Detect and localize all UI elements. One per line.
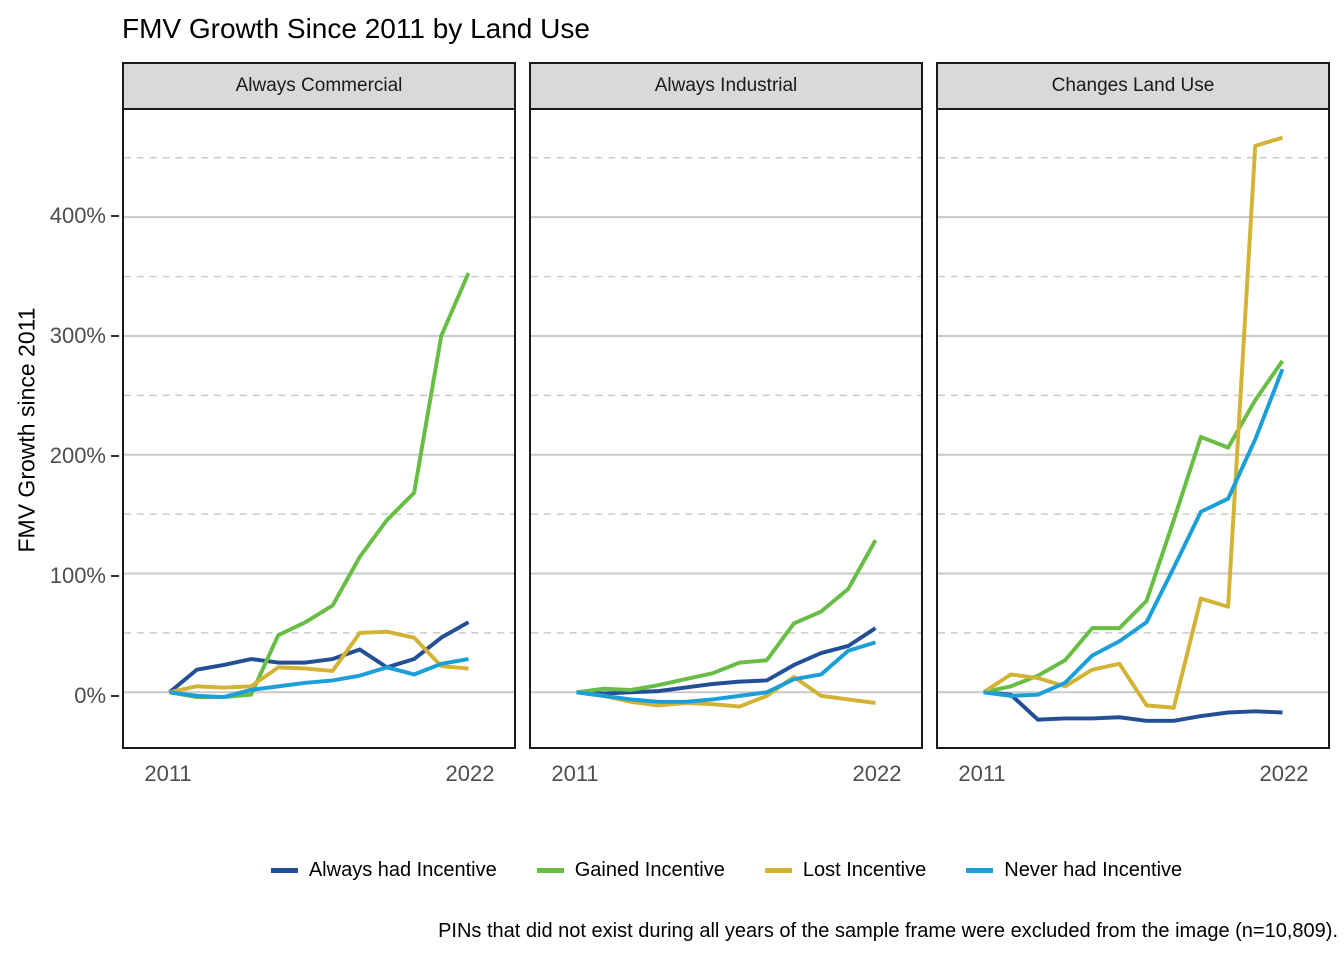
facet-grid: Always Commercial 2011 2022 Always Indus… [122, 62, 1331, 793]
y-tick-label-100: 100% [49, 563, 106, 588]
y-tick-label-400: 400% [49, 203, 106, 228]
y-tick-mark [111, 335, 119, 337]
legend-item-label: Never had Incentive [1004, 858, 1183, 881]
legend-key-line-cyan [966, 867, 994, 873]
caption: PINs that did not exist during all years… [438, 920, 1338, 942]
page-title: FMV Growth Since 2011 by Land Use [122, 13, 590, 44]
x-axis: 2011 2022 [529, 749, 923, 793]
chart-panel-always-commercial [122, 110, 516, 749]
y-tick-label-200: 200% [49, 443, 106, 468]
chart-panel-changes-land-use [936, 110, 1330, 749]
facet-strip-label: Always Commercial [122, 62, 516, 110]
facet-changes-land-use: Changes Land Use 2011 2022 [936, 62, 1330, 793]
x-axis: 2011 2022 [936, 749, 1330, 793]
facet-always-industrial: Always Industrial 2011 2022 [529, 62, 923, 793]
legend-item-label: Lost Incentive [802, 858, 927, 881]
legend: Always had Incentive Gained Incentive Lo… [122, 854, 1331, 886]
x-tick-label-2022: 2022 [445, 761, 495, 786]
y-tick-mark [111, 575, 119, 577]
x-axis: 2011 2022 [122, 749, 516, 793]
legend-item-never-had-incentive: Never had Incentive [966, 859, 1182, 882]
legend-item-always-had-incentive: Always had Incentive [270, 858, 497, 882]
legend-item-lost-incentive: Lost Incentive [764, 858, 927, 882]
y-tick-label-0: 0% [74, 683, 106, 708]
x-tick-label-2011: 2011 [144, 761, 192, 786]
x-tick-label-2022: 2022 [852, 761, 902, 786]
y-axis: 0% 100% 200% 300% 400% [0, 0, 122, 960]
x-tick-label-2011: 2011 [958, 761, 1006, 786]
legend-item-label: Always had Incentive [308, 858, 497, 881]
facet-always-commercial: Always Commercial 2011 2022 [122, 62, 516, 793]
x-tick-label-2022: 2022 [1259, 761, 1309, 786]
legend-key-line-navy [270, 867, 298, 873]
y-tick-mark [111, 455, 119, 457]
y-tick-mark [111, 695, 119, 697]
facet-strip-label: Changes Land Use [936, 62, 1330, 110]
y-tick-label-300: 300% [49, 323, 106, 348]
y-tick-mark [111, 215, 119, 217]
legend-key-line-green [536, 867, 564, 873]
legend-item-label: Gained Incentive [574, 858, 725, 881]
facet-strip-label: Always Industrial [529, 62, 923, 110]
x-tick-label-2011: 2011 [551, 761, 599, 786]
legend-key-line-gold [764, 867, 792, 873]
legend-item-gained-incentive: Gained Incentive [536, 858, 725, 882]
chart-panel-always-industrial [529, 110, 923, 749]
